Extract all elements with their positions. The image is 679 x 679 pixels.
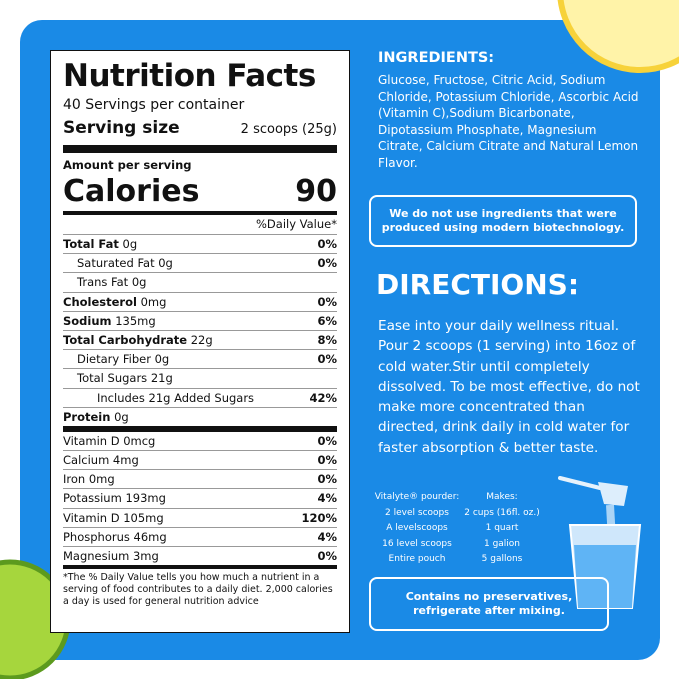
daily-value: 0%	[317, 237, 337, 251]
daily-value: 0%	[317, 453, 337, 468]
daily-value: 6%	[317, 313, 337, 328]
nutrient-row: Protein 0g	[63, 406, 337, 426]
servings: 40 Servings per container	[63, 97, 245, 113]
nutrient-row: Sodium 135mg 6%	[63, 310, 337, 330]
nutrient: Total Fat 0g	[63, 235, 137, 253]
daily-value: 0%	[317, 256, 337, 271]
nutrient: Dietary Fiber 0g	[63, 350, 169, 368]
vitamin-name: Phosphorus 46mg	[63, 529, 167, 544]
nutrient-rows: Total Fat 0g 0% Saturated Fat 0g 0% Trans Fa…	[63, 234, 337, 426]
nutrient-name: Total Sugars 21g	[77, 371, 173, 386]
table-cell: 2 cups (16fl. oz.)	[464, 507, 540, 518]
vitamin-row: Vitamin D 105mg 120%	[63, 507, 337, 527]
nutrient-row: Trans Fat 0g	[63, 272, 337, 291]
daily-value: 0%	[317, 352, 337, 367]
nutrient-row: Total Sugars 21g	[63, 368, 337, 387]
nutrient: Trans Fat 0g	[63, 273, 146, 291]
daily-value: 0%	[317, 294, 337, 309]
scoop-and-glass	[558, 476, 642, 609]
vitamin-name: Calcium 4mg	[63, 453, 139, 468]
table-cell: Entire pouch	[388, 554, 446, 564]
table-cell: 1 galion	[483, 538, 521, 549]
daily-value: 120%	[301, 510, 337, 525]
vitamin-name: Potassium 193mg	[63, 491, 166, 506]
nutrient-name: Total Fat	[63, 237, 119, 251]
daily-value: 0%	[317, 549, 337, 563]
nutrient-row: Dietary Fiber 0g 0%	[63, 349, 337, 368]
nutrient-row: Saturated Fat 0g 0%	[63, 253, 337, 272]
amount-per-serving: Amount per serving	[63, 158, 192, 172]
vitamin-row: Iron 0mg 0%	[63, 469, 337, 488]
calories: Calories 90	[63, 175, 337, 215]
daily-value: 4%	[317, 491, 337, 506]
nutrient-amount: 135mg	[115, 313, 156, 328]
nutrient-name: Dietary Fiber 0g	[77, 352, 170, 367]
table-cell: 16 level scoops	[382, 538, 452, 549]
biotech-note: We do not use ingredients that were prod…	[369, 195, 637, 247]
nutrient: Cholesterol 0mg	[63, 293, 166, 311]
nutrient-name: Trans Fat 0g	[77, 275, 147, 290]
daily-value: 0%	[317, 472, 337, 487]
ingredients-text: Glucose, Fructose, Citric Acid, Sodium C…	[378, 73, 639, 170]
table-header: Makes:	[486, 492, 518, 502]
vitamin-row: Magnesium 3mg 0%	[63, 546, 337, 565]
label: Calories	[63, 174, 200, 209]
nutrient-name: Saturated Fat 0g	[77, 256, 173, 271]
directions-heading: DIRECTIONS:	[376, 268, 580, 301]
vitamin-row: Potassium 193mg 4%	[63, 488, 337, 507]
vitamin-name: Magnesium 3mg	[63, 549, 159, 563]
daily-value: 0%	[317, 433, 337, 448]
nutrient: Total Carbohydrate 22g	[63, 331, 213, 349]
daily-value: 4%	[317, 529, 337, 544]
vitamin-name: Vitamin D 105mg	[63, 510, 164, 525]
daily-value: 8%	[317, 332, 337, 347]
nutrient-name: Protein	[63, 409, 111, 424]
nutrient: Includes 21g Added Sugars	[63, 389, 254, 407]
vitamin-row: Phosphorus 46mg 4%	[63, 526, 337, 546]
nutrient-row: Includes 21g Added Sugars 42%	[63, 387, 337, 407]
directions-text: Ease into your daily wellness ritual. Po…	[378, 318, 640, 456]
value: 90	[295, 174, 337, 209]
nutrient-name: Cholesterol	[63, 294, 137, 309]
label: Serving size	[63, 118, 180, 138]
table-cell: 2 level scoops	[385, 507, 449, 518]
nutrient-name: Total Carbohydrate	[63, 332, 188, 347]
table-cell: 5 gallons	[481, 554, 523, 564]
nutrient-row: Cholesterol 0mg 0%	[63, 291, 337, 311]
nf-title: Nutrition Facts	[63, 58, 316, 94]
ingredients-heading: INGREDIENTS:	[378, 50, 495, 66]
value: 2 scoops (25g)	[240, 122, 337, 137]
nutrient: Protein 0g	[63, 408, 129, 426]
nutrient-name: Includes 21g Added Sugars	[97, 390, 255, 405]
vitamin-rows: Vitamin D 0mcg 0% Calcium 4mg 0% Iron 0mg 0% P…	[63, 425, 337, 565]
nutrient-row: Total Fat 0g 0%	[63, 234, 337, 253]
nutrient: Sodium 135mg	[63, 312, 156, 330]
nutrient-name: Sodium	[63, 313, 112, 328]
nutrient-amount: 0g	[122, 237, 138, 251]
footnote: *The % Daily Value tells you how much a …	[63, 565, 337, 608]
dv-header: %Daily Value*	[255, 217, 337, 231]
nutrition-facts: Nutrition Facts 40 Servings per containe…	[50, 50, 350, 633]
table-cell: 1 quart	[485, 523, 519, 533]
daily-value: 42%	[309, 390, 337, 405]
vitamin-row: Vitamin D 0mcg 0%	[63, 425, 337, 450]
vitamin-name: Iron 0mg	[63, 472, 115, 487]
storage-note: Contains no preservatives, refrigerate a…	[369, 577, 609, 631]
nutrient-amount: 22g	[190, 332, 213, 347]
serving-size: Serving size 2 scoops (25g)	[63, 115, 337, 153]
table-header: Vitalyte® pourder:	[374, 492, 460, 502]
table-cell: A levelscoops	[386, 523, 448, 533]
nutrient: Saturated Fat 0g	[63, 254, 173, 272]
lemon	[557, 0, 679, 73]
nutrient-amount: 0mg	[140, 294, 167, 309]
nutrient: Total Sugars 21g	[63, 369, 173, 387]
vitamin-row: Calcium 4mg 0%	[63, 450, 337, 469]
nutrient-amount: 0g	[114, 409, 129, 424]
vitamin-name: Vitamin D 0mcg	[63, 433, 156, 448]
nutrient-row: Total Carbohydrate 22g 8%	[63, 329, 337, 349]
mix-table: Vitalyte® pourder: Makes: 2 level scoops 2 …	[372, 490, 542, 568]
